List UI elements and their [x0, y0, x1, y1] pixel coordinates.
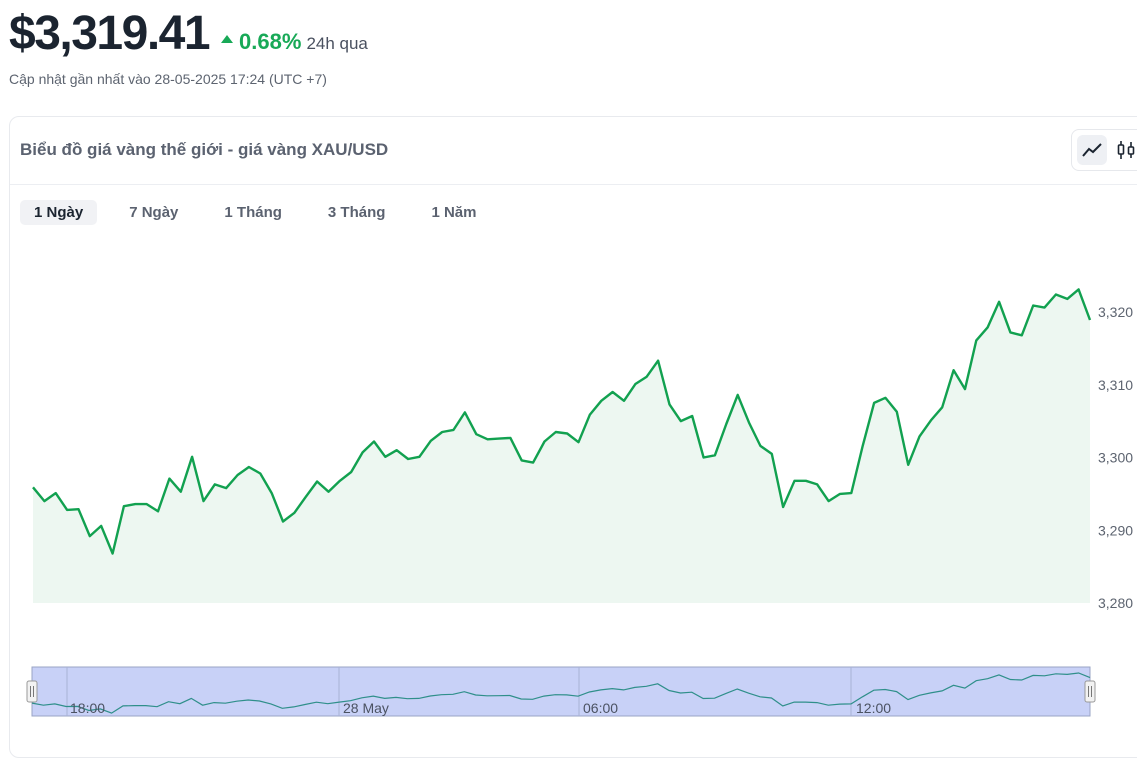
tab-1-month[interactable]: 1 Tháng [224, 204, 282, 221]
change-percent: 0.68% [239, 29, 302, 54]
y-tick-label: 3,320 [1098, 304, 1133, 320]
navigator-handle[interactable] [1084, 680, 1096, 703]
navigator-time-label: 06:00 [583, 700, 618, 716]
navigator-line [31, 672, 1091, 714]
range-tabs: 1 Ngày 7 Ngày 1 Tháng 3 Tháng 1 Năm [20, 200, 508, 225]
y-tick-label: 3,290 [1098, 522, 1133, 538]
price-area [33, 289, 1090, 603]
y-tick-label: 3,300 [1098, 450, 1133, 466]
navigator: 18:00 28 May 06:00 12:00 [26, 666, 1096, 717]
y-tick-label: 3,310 [1098, 377, 1133, 393]
tab-1-day[interactable]: 1 Ngày [20, 200, 98, 225]
price-line [32, 288, 1092, 555]
navigator-window [31, 666, 1091, 717]
main-plot [32, 288, 1092, 603]
chart-title: Biểu đồ giá vàng thế giới - giá vàng XAU… [20, 140, 389, 159]
candlestick-icon[interactable] [1112, 135, 1137, 165]
y-tick-label: 3,280 [1098, 595, 1133, 611]
current-price: $3,319.41 [9, 7, 211, 60]
last-updated: Cập nhật gần nhất vào 28-05-2025 17:24 (… [9, 71, 327, 87]
navigator-time-label: 18:00 [70, 700, 105, 716]
navigator-handle[interactable] [26, 680, 38, 703]
up-arrow-icon [221, 35, 234, 43]
header-divider [10, 184, 1137, 185]
price-chart: 3,280 3,290 3,300 3,310 3,320 18:00 28 May 06:… [26, 288, 1133, 717]
price-header: $3,319.41 0.68% 24h qua [9, 10, 368, 58]
change-period: 24h qua [306, 34, 368, 53]
tab-3-months[interactable]: 3 Tháng [327, 204, 386, 221]
line-chart-icon[interactable] [1077, 135, 1107, 165]
chart-type-toggle [1071, 129, 1137, 171]
navigator-time-label: 12:00 [856, 700, 891, 716]
tab-1-year[interactable]: 1 Năm [431, 204, 477, 221]
navigator-time-label: 28 May [343, 700, 389, 716]
y-axis: 3,280 3,290 3,300 3,310 3,320 [1098, 304, 1133, 611]
tab-7-days[interactable]: 7 Ngày [129, 204, 179, 221]
